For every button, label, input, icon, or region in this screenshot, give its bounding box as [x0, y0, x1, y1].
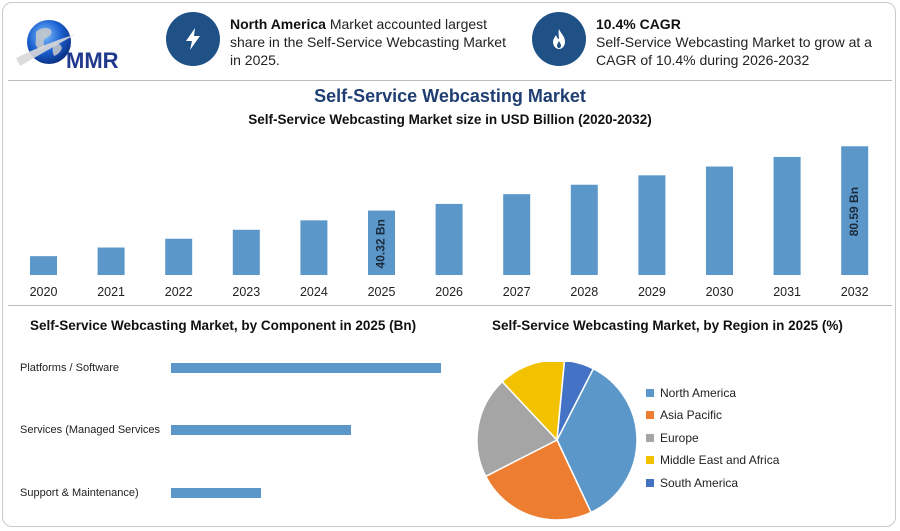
bar-2020	[30, 256, 57, 275]
legend-item: South America	[646, 476, 738, 490]
x-tick-label: 2026	[435, 285, 463, 299]
legend-item: Asia Pacific	[646, 408, 722, 422]
pie-slice-south-america	[556, 362, 595, 441]
bar-2029	[638, 175, 666, 275]
highlight-2-bold: 10.4% CAGR	[596, 16, 681, 32]
header-divider	[8, 80, 892, 81]
pie-slice-asia-pacific	[484, 438, 593, 521]
data-label: 80.59 Bn	[847, 187, 861, 236]
x-tick-label: 2029	[638, 285, 666, 299]
highlight-text-2: 10.4% CAGR Self-Service Webcasting Marke…	[596, 15, 886, 69]
mmr-logo: MMR	[16, 20, 119, 73]
x-tick-label: 2030	[706, 285, 734, 299]
region-chart-title: Self-Service Webcasting Market, by Regio…	[492, 318, 843, 333]
legend-label: Europe	[660, 431, 699, 445]
highlight-2-body: Self-Service Webcasting Market to grow a…	[596, 34, 872, 68]
bar-2021	[97, 247, 125, 275]
legend-swatch	[646, 411, 654, 419]
lightning-bolt-icon	[186, 28, 200, 50]
legend-swatch	[646, 434, 654, 442]
pie-slice-north-america	[556, 367, 638, 514]
bar-2023	[232, 229, 260, 275]
bar-2031	[773, 156, 801, 275]
x-tick-label: 2022	[165, 285, 193, 299]
highlight-1-bold: North America	[230, 16, 326, 32]
legend-swatch	[646, 456, 654, 464]
flame-icon	[553, 29, 565, 49]
bar-2026	[435, 203, 463, 275]
x-tick-label: 2027	[503, 285, 531, 299]
bar-2027	[503, 194, 531, 275]
component-label: Services (Managed Services	[20, 424, 161, 436]
bar-2025	[368, 210, 395, 275]
component-bar	[171, 363, 441, 373]
x-tick-label: 2024	[300, 285, 328, 299]
x-tick-label: 2031	[773, 285, 801, 299]
component-chart-title: Self-Service Webcasting Market, by Compo…	[30, 318, 417, 333]
highlight-badge-1	[166, 12, 220, 66]
x-tick-label: 2020	[30, 285, 58, 299]
highlight-1-body: Market accounted largest share in the Se…	[230, 16, 506, 68]
x-tick-label: 2023	[232, 285, 260, 299]
main-chart-subtitle: Self-Service Webcasting Market size in U…	[248, 112, 652, 127]
middle-divider	[8, 305, 892, 306]
component-bar	[171, 488, 261, 498]
legend-label: Middle East and Africa	[660, 453, 780, 467]
bar-2028	[570, 184, 598, 275]
highlight-text-1: North America Market accounted largest s…	[230, 15, 520, 69]
market-size-bar-chart: 2020 2021 2022 2023 2024 2025 2026 2027 2028 2029…	[30, 146, 869, 299]
component-label: Support & Maintenance)	[20, 487, 139, 499]
bar-2024	[300, 220, 328, 275]
logo-text: MMR	[66, 48, 119, 73]
pie-slice-europe	[476, 380, 559, 478]
component-bar	[171, 425, 351, 435]
component-label: Platforms / Software	[20, 362, 120, 374]
x-tick-label: 2025	[368, 285, 396, 299]
bar-2032	[841, 146, 869, 275]
x-tick-label: 2028	[570, 285, 598, 299]
pie-slice-middle-east-and-africa	[501, 362, 566, 442]
legend-swatch	[646, 479, 654, 487]
legend-item: Middle East and Africa	[646, 453, 779, 467]
data-label: 40.32 Bn	[374, 219, 388, 268]
legend-item: Europe	[646, 431, 699, 445]
bar-2030	[706, 166, 733, 275]
legend-label: North America	[660, 386, 737, 400]
main-chart-title: Self-Service Webcasting Market	[314, 86, 586, 106]
region-pie-chart	[476, 362, 638, 521]
legend-label: Asia Pacific	[660, 408, 723, 422]
highlight-badge-2	[532, 12, 586, 66]
x-tick-label: 2032	[841, 285, 869, 299]
x-tick-label: 2021	[97, 285, 125, 299]
legend-swatch	[646, 389, 654, 397]
legend-label: South America	[660, 476, 739, 490]
legend-item: North America	[646, 386, 736, 400]
bar-2022	[165, 238, 193, 275]
